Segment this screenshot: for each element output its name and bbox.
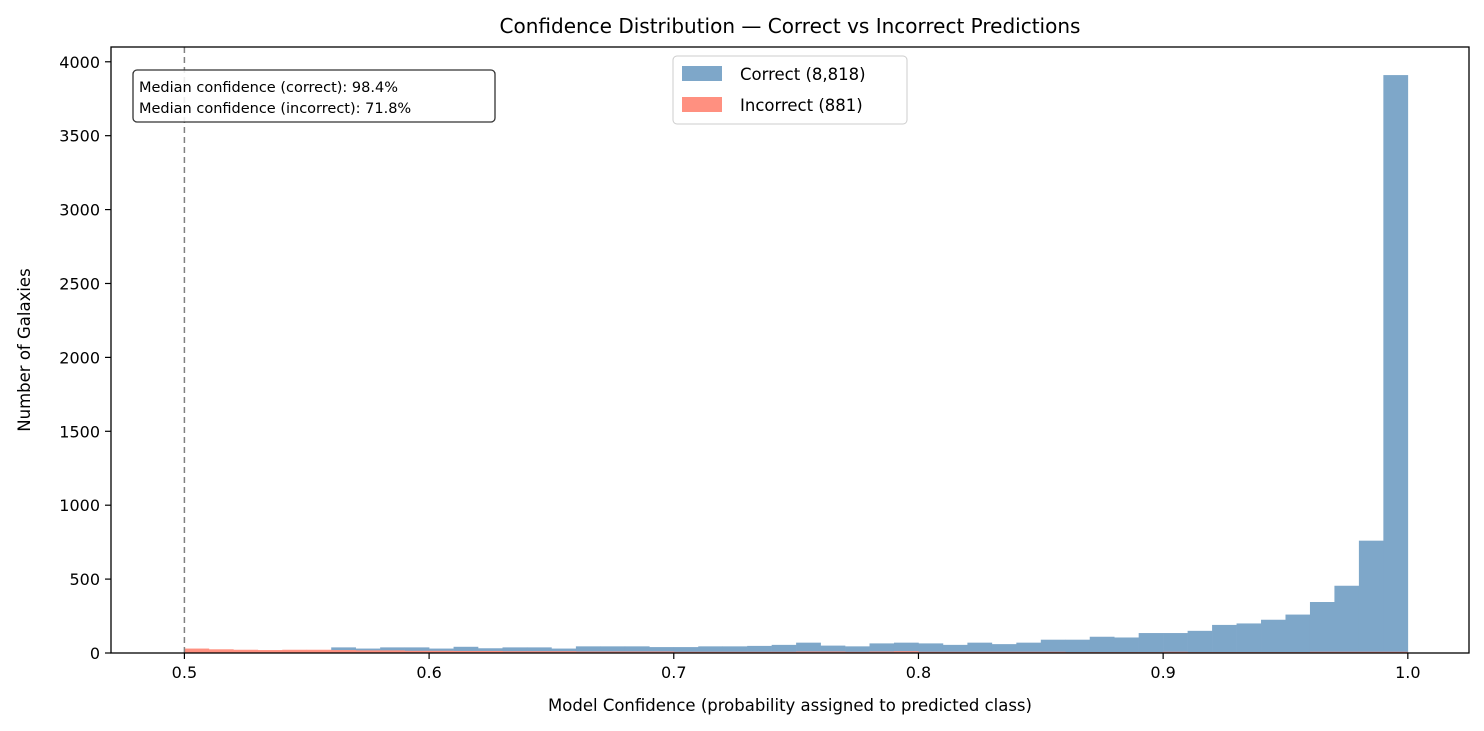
correct-bar: [380, 647, 405, 653]
correct-bar: [404, 647, 430, 653]
incorrect-bar: [208, 649, 234, 653]
correct-bar: [747, 645, 772, 653]
correct-bar: [796, 642, 821, 653]
incorrect-bar: [796, 651, 821, 653]
correct-bar: [771, 644, 797, 653]
incorrect-bar: [184, 648, 210, 653]
legend-label-correct: Correct (8,818): [740, 65, 866, 84]
correct-bar: [820, 645, 846, 653]
x-tick-label: 0.6: [416, 663, 441, 682]
incorrect-bar: [380, 650, 405, 653]
correct-bar: [624, 646, 650, 653]
median-annotation-box: Median confidence (correct): 98.4% Media…: [132, 69, 496, 123]
incorrect-bar: [820, 651, 846, 653]
correct-bar: [1285, 614, 1311, 653]
correct-bar: [845, 646, 870, 653]
correct-bar: [1212, 624, 1237, 653]
correct-bar: [1016, 642, 1042, 653]
correct-bar: [526, 647, 552, 653]
y-tick-label: 3000: [59, 201, 100, 220]
correct-bar: [453, 646, 479, 653]
chart-legend: Correct (8,818) Incorrect (881): [672, 55, 908, 125]
correct-bar: [478, 648, 503, 653]
legend-swatch-incorrect: [682, 97, 722, 112]
incorrect-bar: [551, 651, 577, 653]
correct-bar: [1236, 623, 1262, 653]
incorrect-bar: [453, 650, 479, 653]
x-tick-label: 0.5: [172, 663, 197, 682]
correct-bar: [1040, 639, 1066, 653]
correct-bar: [942, 644, 968, 653]
incorrect-bar: [575, 651, 601, 653]
x-tick-label: 1.0: [1395, 663, 1420, 682]
incorrect-bar: [404, 650, 430, 653]
legend-swatch-correct: [682, 66, 722, 81]
plot-frame: [110, 46, 1470, 654]
correct-bar: [967, 642, 993, 653]
annotation-line-correct: Median confidence (correct): 98.4%: [139, 80, 398, 96]
incorrect-bar: [893, 651, 919, 653]
correct-bar: [1114, 637, 1139, 653]
correct-bar: [869, 643, 895, 653]
x-tick-label: 0.9: [1150, 663, 1175, 682]
correct-bar: [551, 648, 577, 653]
correct-bar: [1089, 636, 1115, 653]
incorrect-bar: [600, 651, 626, 653]
incorrect-bar: [355, 650, 381, 653]
correct-bar: [918, 643, 944, 653]
annotation-frame: [132, 69, 496, 123]
correct-bar: [1358, 540, 1384, 653]
x-tick-label: 0.8: [906, 663, 931, 682]
correct-bar: [1334, 585, 1360, 653]
chart-title: Confidence Distribution — Correct vs Inc…: [500, 14, 1081, 38]
correct-bar: [722, 646, 748, 653]
y-tick-label: 500: [69, 570, 100, 589]
x-tick-label: 0.7: [661, 663, 686, 682]
correct-bar: [502, 647, 528, 653]
correct-bar: [1163, 633, 1188, 653]
correct-bar: [600, 646, 626, 653]
incorrect-bar: [233, 649, 259, 653]
x-axis-ticks: 0.5 0.6 0.7 0.8 0.9 1.0: [172, 653, 1421, 682]
correct-series-bars: [184, 75, 1409, 653]
correct-bar: [649, 647, 675, 653]
x-axis-label: Model Confidence (probability assigned t…: [548, 696, 1032, 715]
y-tick-label: 1500: [59, 422, 100, 441]
incorrect-bar: [429, 650, 454, 653]
correct-bar: [1383, 75, 1409, 653]
y-axis-label: Number of Galaxies: [15, 268, 34, 431]
incorrect-bar: [502, 651, 528, 653]
correct-bar: [1309, 602, 1335, 653]
correct-bar: [1261, 619, 1286, 653]
y-tick-label: 2000: [59, 348, 100, 367]
incorrect-bar: [526, 651, 552, 653]
incorrect-bar: [282, 649, 308, 653]
incorrect-bar: [478, 650, 503, 653]
correct-bar: [991, 644, 1017, 653]
annotation-line-incorrect: Median confidence (incorrect): 71.8%: [139, 101, 411, 117]
correct-bar: [1065, 639, 1091, 653]
correct-bar: [1187, 630, 1213, 653]
y-tick-label: 2500: [59, 274, 100, 293]
incorrect-bar: [869, 651, 895, 653]
incorrect-bar: [257, 650, 283, 653]
legend-label-incorrect: Incorrect (881): [740, 96, 863, 115]
legend-frame: [672, 55, 908, 125]
incorrect-bar: [331, 650, 356, 653]
incorrect-bar: [624, 651, 650, 653]
incorrect-bar: [306, 649, 332, 653]
correct-bar: [893, 642, 919, 653]
incorrect-bar: [649, 651, 675, 653]
y-tick-label: 3500: [59, 127, 100, 146]
y-axis-ticks: 0 500 1000 1500 2000 2500 3000 3500 4000: [59, 53, 111, 663]
correct-bar: [575, 646, 601, 653]
correct-bar: [1138, 633, 1164, 653]
correct-bar: [673, 647, 699, 653]
y-tick-label: 4000: [59, 53, 100, 72]
y-tick-label: 1000: [59, 496, 100, 515]
y-tick-label: 0: [90, 644, 100, 663]
correct-bar: [698, 646, 724, 653]
